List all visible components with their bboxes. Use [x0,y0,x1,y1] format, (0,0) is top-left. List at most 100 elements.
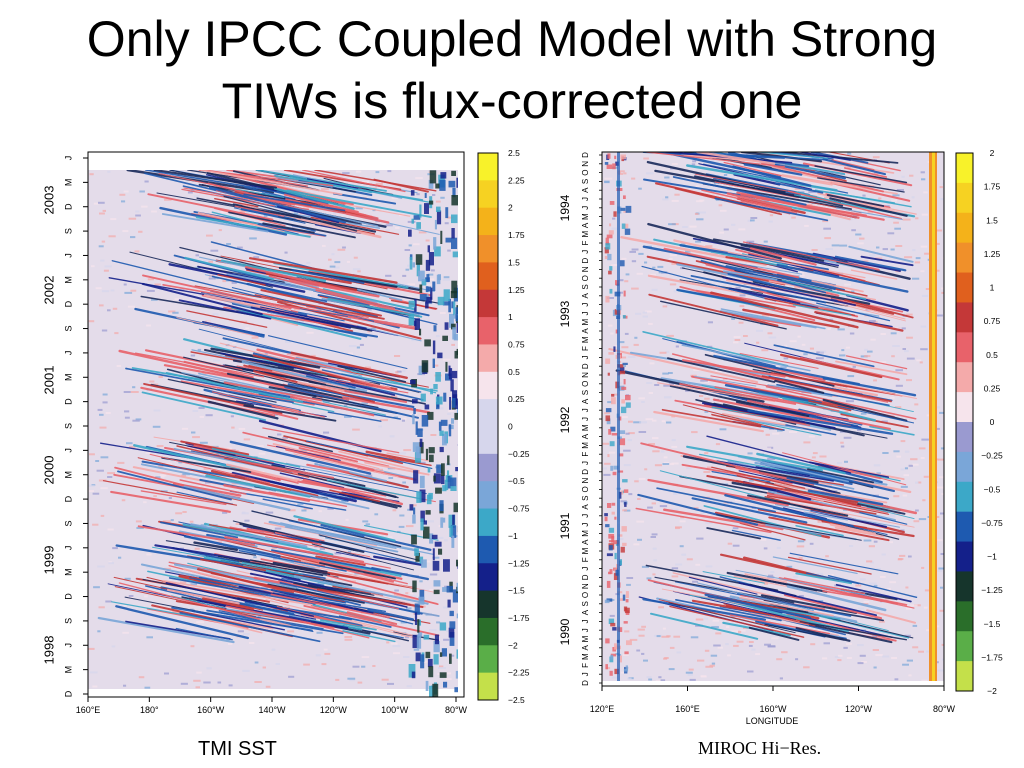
month-tick-label: S [581,284,590,289]
month-tick-label: A [581,398,590,404]
month-tick-label: N [581,266,590,272]
miroc-heatmap [602,152,944,686]
month-tick-label: M [63,471,73,479]
colorbar-label: −0.25 [981,451,1003,461]
colorbar-label: 0 [990,417,995,427]
month-tick-label: J [581,197,590,201]
miroc-chart: 120°E 160°E 160°W 120°W 80°WLONGITUDEDJFMAMJ… [558,148,1003,726]
colorbar-label: −1.5 [984,619,1001,629]
colorbar-swatch [478,262,498,291]
month-tick-label: D [63,690,73,697]
colorbar-swatch [478,535,498,564]
month-tick-label: J [581,619,590,623]
x-tick-label: 160°W [759,704,787,714]
colorbar-label: 1 [990,283,995,293]
month-tick-label: A [581,292,590,298]
colorbar-swatch [956,481,973,513]
month-tick-label: D [581,680,590,686]
colorbar-swatch [478,399,498,427]
colorbar-label: 0.25 [984,383,1001,393]
month-tick-label: D [581,469,590,475]
colorbar-label: −2 [987,686,997,696]
colorbar-swatch [478,590,498,619]
x-tick-label: 120°W [320,705,348,715]
colorbar-swatch [478,672,498,701]
colorbar-swatch [956,661,973,692]
month-tick-label: O [581,592,590,598]
month-tick-label: M [581,442,590,449]
month-tick-label: J [581,628,590,632]
month-tick-label: J [63,448,73,453]
right-caption: MIROC Hi−Res. [698,738,822,758]
colorbar-swatch [956,153,973,184]
month-tick-label: J [581,408,590,412]
month-tick-label: M [581,213,590,220]
colorbar-label: −0.75 [508,504,530,514]
colorbar-swatch [956,182,973,214]
x-tick-label: 80°W [933,704,956,714]
month-tick-label: M [581,653,590,660]
month-tick-label: J [581,514,590,518]
month-tick-label: J [63,351,73,356]
colorbar-swatch [956,332,973,363]
month-tick-label: A [581,644,590,650]
colorbar-swatch [478,617,498,646]
month-tick-label: D [581,574,590,580]
month-tick-label: S [63,618,73,624]
colorbar-swatch [478,481,498,510]
month-tick-label: F [581,663,590,668]
colorbar-swatch [956,422,973,453]
month-tick-label: S [581,390,590,395]
colorbar-swatch [956,571,973,602]
year-label: 1992 [558,406,572,433]
colorbar-swatch [478,371,498,400]
colorbar-swatch [956,631,973,662]
month-tick-label: N [581,583,590,589]
colorbar-label: 2 [990,148,995,158]
month-tick-label: J [581,417,590,421]
year-label: 1994 [558,194,572,221]
colorbar-label: −2.25 [508,668,530,678]
month-tick-label: S [581,179,590,184]
colorbar-label: 1.75 [508,230,525,240]
month-tick-label: A [581,433,590,439]
colorbar-label: −1 [987,552,997,562]
colorbar-label: −1.25 [981,585,1003,595]
colorbar-swatch [956,212,973,244]
colorbar-swatch [478,453,498,482]
colorbar-swatch [956,392,973,423]
month-tick-label: M [581,635,590,642]
month-tick-label: M [63,374,73,382]
month-tick-label: D [63,398,73,405]
colorbar-label: −1 [508,531,518,541]
colorbar-label: −2.5 [508,695,525,705]
month-tick-label: J [63,546,73,551]
month-tick-label: N [581,161,590,167]
x-tick-label: 120°E [590,704,615,714]
month-tick-label: J [63,253,73,257]
colorbar-swatch [478,508,498,537]
month-tick-label: A [581,504,590,510]
month-tick-label: J [581,311,590,315]
month-tick-label: M [63,276,73,284]
month-tick-label: S [63,520,73,526]
month-tick-label: D [581,363,590,369]
x-tick-label: 120°W [845,704,873,714]
colorbar-label: 1.25 [508,285,525,295]
month-tick-label: M [63,568,73,576]
colorbar-label: 1.5 [508,257,520,267]
year-label: 1991 [558,512,572,539]
month-tick-label: J [63,156,73,161]
month-tick-label: S [63,423,73,429]
colorbar-swatch [956,511,973,543]
tmi-colorbar: 2.5 2.25 2 1.75 1.5 1.25 1 0.75 0.5 0.25 0 −0.25 −0.… [477,148,530,705]
left-caption: TMI SST [198,738,277,760]
x-tick-label: 100°W [381,705,409,715]
colorbar-swatch [478,317,498,345]
month-tick-label: D [63,593,73,600]
colorbar-swatch [478,344,498,373]
colorbar-label: −1.75 [981,652,1003,662]
colorbar-label: 0.25 [508,394,525,404]
colorbar-swatch [956,302,973,333]
colorbar-label: 1.5 [986,215,998,225]
